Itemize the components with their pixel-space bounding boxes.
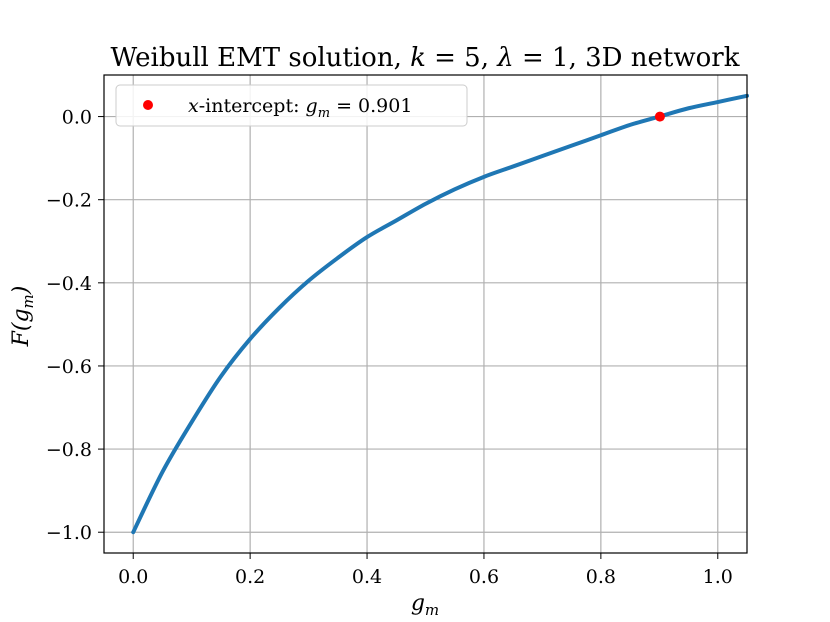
x-tick-label: 0.4: [352, 566, 382, 588]
plot-frame: [103, 74, 748, 554]
x-tick-label: 0.6: [469, 566, 499, 588]
legend-label: x-intercept: gm = 0.901: [188, 95, 412, 121]
y-axis-label: F(gm): [9, 286, 37, 348]
grid: [104, 75, 747, 553]
x-axis-label: gm: [411, 591, 439, 619]
y-tick-label: −1.0: [46, 522, 92, 544]
x-tick-label: 0.8: [586, 566, 616, 588]
legend-box: [115, 84, 468, 127]
y-tick-label: −0.2: [46, 190, 92, 212]
legend: x-intercept: gm = 0.901: [115, 84, 468, 127]
y-axis-ticks: 0.0 −0.2 −0.4 −0.6 −0.8 −1.0: [46, 107, 104, 544]
series-line: [131, 93, 749, 535]
x-tick-label: 1.0: [703, 566, 733, 588]
x-intercept-point: [654, 111, 665, 122]
x-axis-ticks: 0.0 0.2 0.4 0.6 0.8 1.0: [118, 553, 733, 588]
y-tick-label: −0.8: [46, 439, 92, 461]
legend-marker: [143, 100, 153, 110]
y-tick-label: 0.0: [62, 107, 92, 129]
chart-title: Weibull EMT solution, k = 5, λ = 1, 3D n…: [111, 43, 740, 73]
x-tick-label: 0.0: [118, 566, 148, 588]
y-tick-label: −0.4: [46, 273, 92, 295]
y-tick-label: −0.6: [46, 356, 92, 378]
x-tick-label: 0.2: [235, 566, 265, 588]
